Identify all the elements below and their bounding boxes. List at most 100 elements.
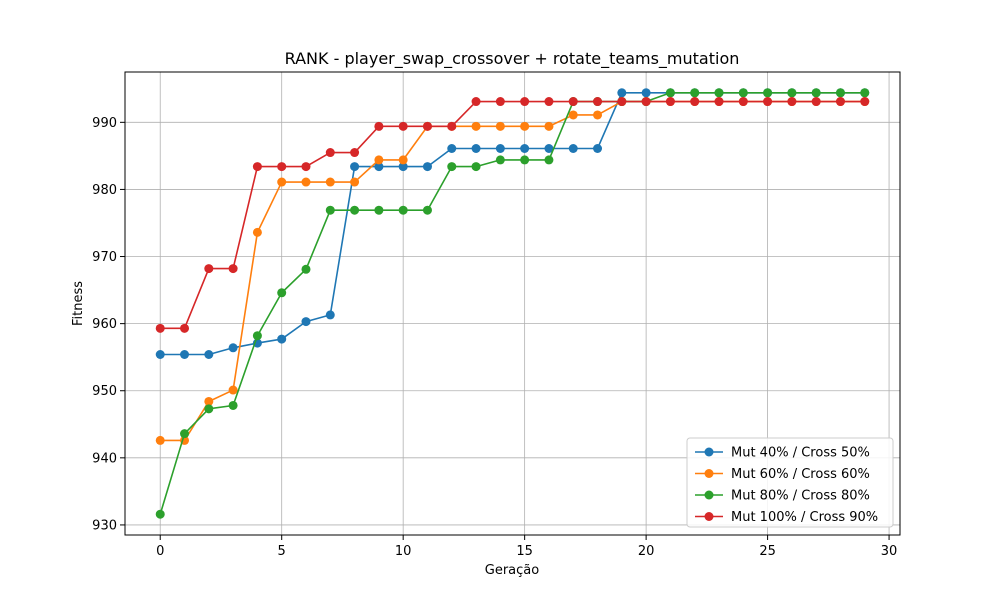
data-point [301, 317, 310, 326]
legend-swatch-marker [705, 512, 714, 521]
data-point [690, 88, 699, 97]
data-point [350, 178, 359, 187]
data-point [715, 88, 724, 97]
data-point [447, 162, 456, 171]
data-point [472, 162, 481, 171]
data-point [520, 155, 529, 164]
data-point [326, 310, 335, 319]
data-point [204, 264, 213, 273]
data-point [277, 162, 286, 171]
data-point [180, 350, 189, 359]
data-point [544, 155, 553, 164]
data-point [569, 97, 578, 106]
data-point [204, 350, 213, 359]
data-point [277, 335, 286, 344]
data-point [763, 88, 772, 97]
data-point [593, 97, 602, 106]
x-tick-label: 20 [638, 544, 655, 559]
y-tick-label: 990 [92, 116, 117, 131]
legend-swatch-marker [705, 469, 714, 478]
data-point [326, 148, 335, 157]
data-point [350, 206, 359, 215]
x-axis-label: Geração [485, 563, 539, 578]
data-point [229, 401, 238, 410]
data-point [787, 88, 796, 97]
data-point [374, 122, 383, 131]
data-point [277, 178, 286, 187]
legend-swatch-marker [705, 448, 714, 457]
data-point [812, 97, 821, 106]
data-point [593, 110, 602, 119]
data-point [617, 97, 626, 106]
legend: Mut 40% / Cross 50% Mut 60% / Cross 60% Mu… [687, 438, 893, 527]
x-tick-label: 0 [156, 544, 164, 559]
x-tick-label: 10 [395, 544, 412, 559]
data-point [520, 122, 529, 131]
data-point [544, 122, 553, 131]
data-point [739, 97, 748, 106]
chart-title: RANK - player_swap_crossover + rotate_te… [285, 49, 740, 69]
data-point [812, 88, 821, 97]
data-point [496, 122, 505, 131]
y-tick-label: 950 [92, 384, 117, 399]
data-point [496, 144, 505, 153]
data-point [399, 206, 408, 215]
data-point [229, 264, 238, 273]
data-point [301, 162, 310, 171]
data-point [204, 404, 213, 413]
data-point [326, 178, 335, 187]
data-point [229, 386, 238, 395]
y-tick-label: 940 [92, 451, 117, 466]
data-point [423, 162, 432, 171]
data-point [253, 331, 262, 340]
y-tick-label: 980 [92, 183, 117, 198]
data-point [326, 206, 335, 215]
data-point [642, 88, 651, 97]
data-point [617, 88, 626, 97]
data-point [253, 162, 262, 171]
data-point [860, 88, 869, 97]
data-point [642, 97, 651, 106]
data-point [423, 206, 432, 215]
data-point [496, 155, 505, 164]
data-point [836, 97, 845, 106]
x-tick-label: 30 [881, 544, 898, 559]
data-point [156, 350, 165, 359]
data-point [472, 122, 481, 131]
data-point [447, 122, 456, 131]
data-point [836, 88, 845, 97]
data-point [180, 429, 189, 438]
data-point [301, 265, 310, 274]
legend-label: Mut 60% / Cross 60% [731, 467, 870, 482]
data-point [520, 144, 529, 153]
data-point [156, 510, 165, 519]
data-point [277, 288, 286, 297]
legend-label: Mut 80% / Cross 80% [731, 489, 870, 504]
legend-label: Mut 100% / Cross 90% [731, 510, 878, 525]
legend-label: Mut 40% / Cross 50% [731, 446, 870, 461]
data-point [715, 97, 724, 106]
data-point [399, 122, 408, 131]
data-point [520, 97, 529, 106]
data-point [229, 343, 238, 352]
data-point [472, 97, 481, 106]
data-point [374, 155, 383, 164]
data-point [666, 88, 675, 97]
y-axis-label: Fitness [71, 281, 86, 326]
data-point [496, 97, 505, 106]
y-tick-label: 930 [92, 518, 117, 533]
x-tick-label: 25 [759, 544, 776, 559]
legend-swatch-marker [705, 491, 714, 500]
data-point [787, 97, 796, 106]
data-point [156, 324, 165, 333]
data-point [544, 97, 553, 106]
data-point [593, 144, 602, 153]
data-point [423, 122, 432, 131]
data-point [350, 148, 359, 157]
y-tick-label: 970 [92, 250, 117, 265]
data-point [763, 97, 772, 106]
data-point [180, 324, 189, 333]
data-point [472, 144, 481, 153]
data-point [253, 228, 262, 237]
